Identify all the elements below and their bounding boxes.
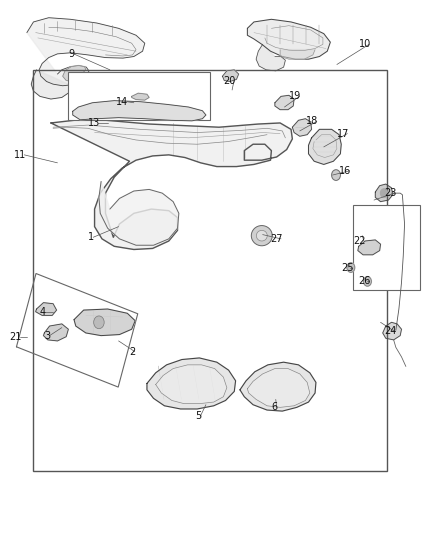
Polygon shape [247, 368, 310, 407]
Polygon shape [35, 303, 57, 316]
Text: 24: 24 [384, 326, 396, 336]
Text: 13: 13 [88, 118, 100, 128]
Polygon shape [147, 358, 236, 409]
Polygon shape [308, 130, 341, 165]
Text: 17: 17 [337, 128, 349, 139]
Text: 21: 21 [10, 332, 22, 342]
Text: 16: 16 [339, 166, 351, 176]
Text: 14: 14 [117, 96, 129, 107]
Polygon shape [292, 119, 311, 136]
Ellipse shape [256, 230, 267, 241]
Text: 3: 3 [44, 330, 50, 341]
Polygon shape [43, 324, 68, 341]
Polygon shape [51, 119, 292, 249]
Polygon shape [73, 101, 206, 121]
Text: 1: 1 [88, 232, 94, 243]
Text: 10: 10 [359, 39, 371, 49]
Polygon shape [280, 50, 315, 59]
Polygon shape [74, 309, 135, 336]
Circle shape [381, 189, 388, 197]
Text: 27: 27 [271, 234, 283, 244]
Ellipse shape [251, 225, 272, 246]
Polygon shape [375, 184, 393, 201]
Text: 4: 4 [40, 306, 46, 317]
Polygon shape [31, 70, 73, 99]
Polygon shape [247, 19, 330, 59]
Text: 20: 20 [223, 77, 236, 86]
Text: 2: 2 [130, 346, 136, 357]
Text: 18: 18 [306, 116, 318, 126]
Circle shape [347, 263, 355, 272]
Polygon shape [155, 365, 227, 403]
Polygon shape [383, 322, 402, 340]
Text: 11: 11 [14, 150, 26, 160]
Bar [353, 205, 420, 290]
Text: 22: 22 [353, 236, 366, 246]
Circle shape [332, 169, 340, 180]
Polygon shape [240, 362, 316, 411]
Polygon shape [358, 240, 381, 255]
Text: 6: 6 [272, 402, 278, 413]
Text: 23: 23 [384, 188, 396, 198]
Polygon shape [256, 44, 286, 71]
Text: 9: 9 [68, 49, 74, 59]
Bar [68, 72, 210, 120]
Text: 25: 25 [341, 263, 354, 272]
Text: 26: 26 [359, 277, 371, 286]
Polygon shape [132, 93, 149, 100]
Polygon shape [99, 181, 179, 245]
Text: 5: 5 [195, 411, 201, 422]
Polygon shape [63, 66, 86, 82]
Polygon shape [275, 95, 294, 110]
Polygon shape [223, 70, 239, 82]
Circle shape [364, 277, 371, 286]
Polygon shape [27, 18, 145, 86]
Text: 19: 19 [289, 91, 301, 101]
Circle shape [94, 316, 104, 329]
Bar [33, 70, 387, 471]
